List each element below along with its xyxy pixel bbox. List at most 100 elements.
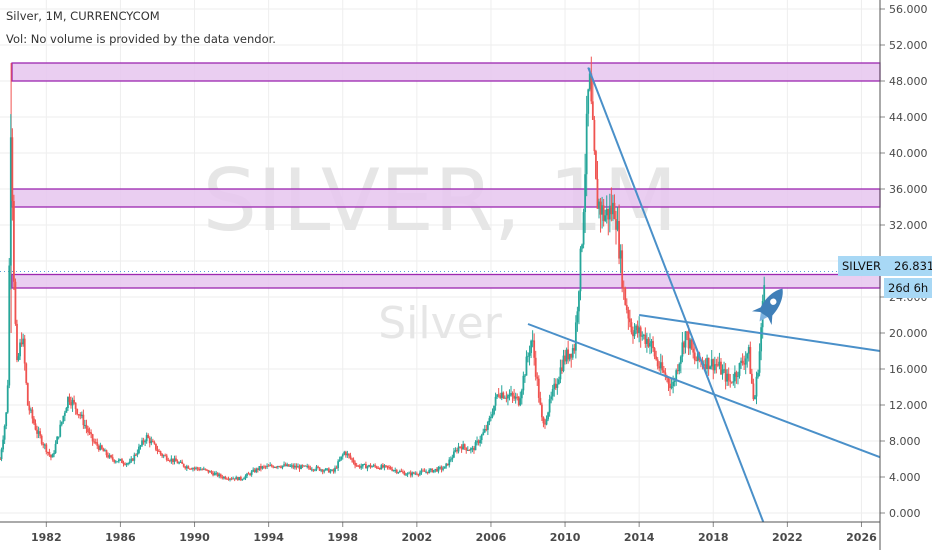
candle-body [587,89,590,114]
candle-body [485,429,488,431]
candle-body [202,468,205,470]
candle-body [346,453,349,456]
candle-body [752,383,755,400]
candle-body [73,399,76,403]
candle-body [20,342,23,345]
candle-body [730,381,733,383]
candle-body [368,465,370,467]
candle-body [255,468,258,473]
candle-body [0,449,3,460]
candle-body [696,353,699,361]
candle-body [533,340,536,358]
candle-body [432,470,435,473]
candle-body [349,455,352,459]
candle-body [19,342,21,357]
candle-body [451,457,454,460]
candle-body [119,459,122,461]
candle-body [270,465,273,467]
candle-body [412,472,415,474]
candle-body [201,469,204,471]
candle-body [79,414,82,416]
candle-body [361,464,364,467]
candle-body [320,469,323,471]
candle-body [400,471,403,473]
candle-body [179,461,182,463]
candle-body [298,466,301,470]
candle-body [14,281,17,324]
candle-body [90,432,92,435]
candle-body [199,469,202,471]
candle-body [68,396,71,402]
candle-body [576,311,579,323]
candle-body [107,455,109,458]
candle-body [446,463,449,466]
candle-body [641,335,644,337]
candle-body [502,392,505,399]
candle-body [213,473,216,476]
candle-body [658,366,661,369]
candle-body [232,478,235,480]
candle-body [212,472,214,476]
candle-body [605,208,608,216]
candle-body [45,444,48,452]
candle-body [540,404,543,418]
candle-body [287,464,290,467]
candle-body [114,461,117,463]
candle-body [741,360,744,364]
candle-body [59,424,62,437]
candle-body [500,392,503,398]
candle-body [536,376,539,379]
price-tags: SILVER 26.831 26d 6h [838,256,932,298]
x-tick-label: 1982 [31,531,62,544]
candle-body [754,396,756,400]
candle-body [366,466,369,469]
y-tick-label: 56.000 [889,3,928,16]
candle-body [178,462,180,464]
x-tick-label: 2006 [476,531,507,544]
candle-body [468,450,471,452]
candle-body [82,414,85,426]
candle-body [28,405,31,411]
candle-body [556,384,559,388]
candle-body [735,372,738,377]
candle-body [758,351,761,373]
candle-body [510,392,512,395]
countdown-box [884,278,932,298]
candle-body [553,383,556,390]
candle-body [610,205,613,215]
candle-body [272,466,275,468]
candle-body [528,352,531,356]
candle-body [434,468,437,471]
candle-body [252,469,255,472]
candle-body [429,468,432,470]
candle-body [499,395,502,398]
candle-body [655,356,658,360]
candle-body [679,356,682,364]
candle-body [740,360,742,364]
candle-body [402,471,404,473]
candle-body [136,453,139,455]
candle-body [409,472,412,476]
candle-body [222,476,225,479]
candle-body [588,73,591,90]
candle-body [514,396,517,399]
candle-body [187,466,190,469]
candle-body [303,465,306,467]
candle-body [593,119,596,152]
candle-body [323,470,326,472]
x-tick-label: 2014 [624,531,655,544]
candle-body [253,469,256,473]
candle-body [615,219,617,230]
candle-body [460,446,463,450]
candle-body [357,465,360,467]
candle-body [426,471,429,474]
candle-body [65,408,68,413]
candle-body [385,465,387,467]
candle-body [622,287,625,289]
candle-body [176,461,179,464]
candle-body [8,265,11,386]
candle-body [686,331,688,333]
trendline [527,323,881,459]
candle-body [369,465,372,468]
